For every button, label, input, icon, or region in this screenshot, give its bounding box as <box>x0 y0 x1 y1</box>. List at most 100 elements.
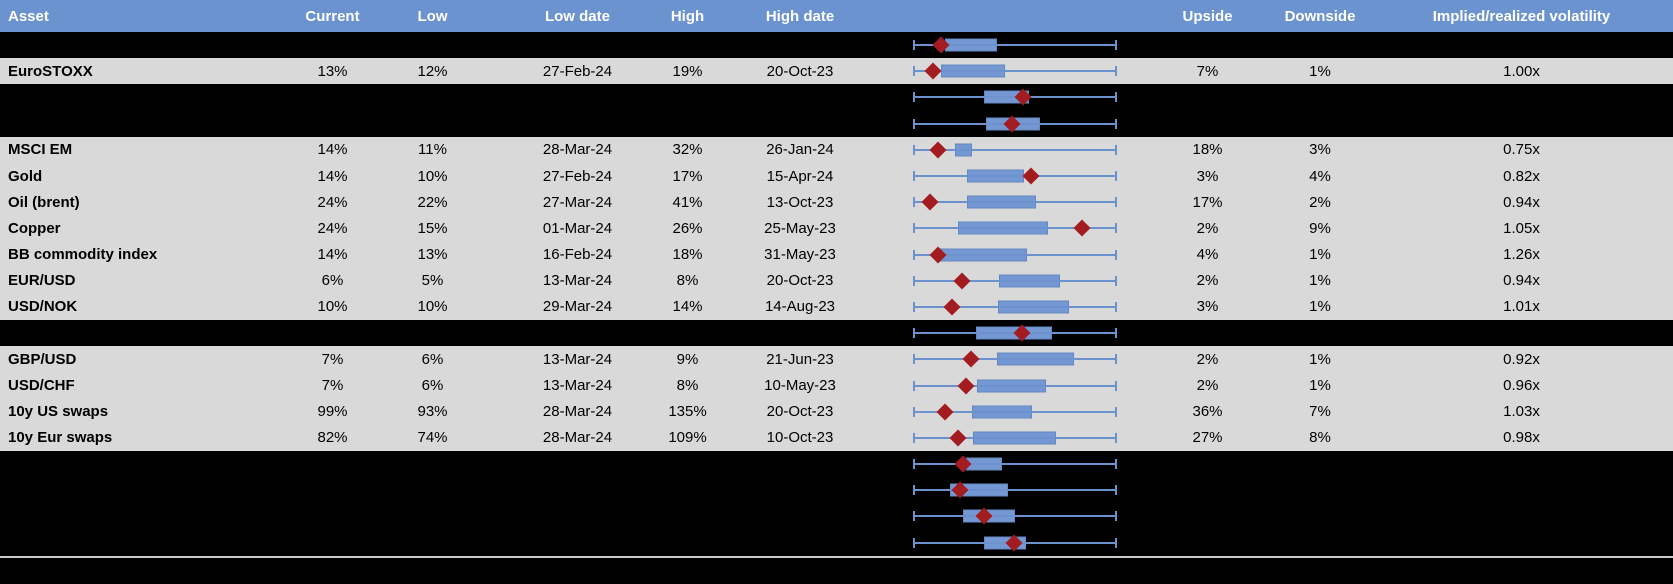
cell-implied-realized[interactable]: 1.05x <box>1503 219 1540 237</box>
cell-high[interactable]: 9% <box>676 350 699 368</box>
cell-low[interactable]: 74% <box>417 429 448 447</box>
cell-high-date[interactable]: 13-Oct-23 <box>766 193 834 211</box>
cell-high[interactable]: 41% <box>672 193 703 211</box>
cell-asset[interactable]: Copper <box>8 219 61 237</box>
cell-current[interactable]: 14% <box>317 167 348 185</box>
cell-low-date[interactable]: 28-Mar-24 <box>542 429 613 447</box>
cell-implied-realized[interactable]: 0.94x <box>1503 272 1540 290</box>
cell-upside[interactable]: 7% <box>1196 62 1219 80</box>
cell-implied-realized[interactable]: 0.82x <box>1503 167 1540 185</box>
cell-high-date[interactable]: 26-Jan-24 <box>766 141 834 159</box>
cell-boxplot[interactable] <box>885 503 1145 529</box>
cell-high[interactable]: 14% <box>672 298 703 316</box>
cell-boxplot[interactable] <box>885 32 1145 58</box>
cell-asset[interactable]: EuroSTOXX <box>8 62 93 80</box>
cell-asset[interactable]: 10y Eur swaps <box>8 429 113 447</box>
cell-upside[interactable]: 2% <box>1196 350 1219 368</box>
cell-low-date[interactable]: 28-Mar-24 <box>542 141 613 159</box>
cell-low[interactable]: 15% <box>417 219 448 237</box>
cell-current[interactable]: 14% <box>317 141 348 159</box>
cell-low[interactable]: 10% <box>417 167 448 185</box>
cell-low[interactable]: 13% <box>417 246 448 264</box>
cell-implied-realized[interactable]: 1.01x <box>1503 298 1540 316</box>
cell-high[interactable]: 19% <box>672 62 703 80</box>
cell-current[interactable]: 10% <box>317 298 348 316</box>
cell-upside[interactable]: 4% <box>1196 246 1219 264</box>
cell-current[interactable]: 7% <box>321 377 344 395</box>
cell-downside[interactable]: 4% <box>1309 167 1331 185</box>
cell-upside[interactable]: 3% <box>1196 298 1219 316</box>
cell-asset[interactable]: MSCI EM <box>8 141 73 159</box>
cell-current[interactable]: 99% <box>317 403 348 421</box>
cell-high-date[interactable]: 10-Oct-23 <box>766 429 834 447</box>
cell-boxplot[interactable] <box>885 242 1145 268</box>
cell-boxplot[interactable] <box>885 189 1145 215</box>
cell-low[interactable]: 12% <box>417 62 448 80</box>
cell-low-date[interactable]: 27-Feb-24 <box>542 62 613 80</box>
cell-downside[interactable]: 1% <box>1309 350 1331 368</box>
cell-asset[interactable]: Gold <box>8 167 43 185</box>
cell-high-date[interactable]: 25-May-23 <box>764 219 836 237</box>
cell-implied-realized[interactable]: 0.75x <box>1503 141 1540 159</box>
cell-implied-realized[interactable]: 0.98x <box>1503 429 1540 447</box>
cell-low-date[interactable]: 27-Feb-24 <box>542 167 613 185</box>
cell-downside[interactable]: 1% <box>1309 246 1331 264</box>
cell-boxplot[interactable] <box>885 530 1145 556</box>
cell-high-date[interactable]: 21-Jun-23 <box>766 350 834 368</box>
cell-implied-realized[interactable]: 0.94x <box>1503 193 1540 211</box>
cell-current[interactable]: 6% <box>321 272 344 290</box>
cell-downside[interactable]: 8% <box>1309 429 1331 447</box>
cell-boxplot[interactable] <box>885 58 1145 84</box>
cell-low-date[interactable]: 01-Mar-24 <box>542 219 613 237</box>
cell-boxplot[interactable] <box>885 372 1145 398</box>
cell-upside[interactable]: 2% <box>1196 219 1219 237</box>
cell-boxplot[interactable] <box>885 346 1145 372</box>
cell-high-date[interactable]: 20-Oct-23 <box>766 403 834 421</box>
cell-high-date[interactable]: 20-Oct-23 <box>766 272 834 290</box>
cell-implied-realized[interactable]: 1.00x <box>1503 62 1540 80</box>
cell-boxplot[interactable] <box>885 163 1145 189</box>
cell-low-date[interactable]: 13-Mar-24 <box>542 350 613 368</box>
cell-high-date[interactable]: 20-Oct-23 <box>766 62 834 80</box>
cell-high-date[interactable]: 15-Apr-24 <box>766 167 834 185</box>
cell-boxplot[interactable] <box>885 399 1145 425</box>
cell-low-date[interactable]: 28-Mar-24 <box>542 403 613 421</box>
cell-downside[interactable]: 1% <box>1309 377 1331 395</box>
cell-current[interactable]: 24% <box>317 193 348 211</box>
cell-asset[interactable]: 10y US swaps <box>8 403 109 421</box>
cell-low[interactable]: 5% <box>421 272 444 290</box>
cell-current[interactable]: 13% <box>317 62 348 80</box>
cell-low[interactable]: 11% <box>418 141 447 159</box>
cell-current[interactable]: 82% <box>317 429 348 447</box>
cell-low-date[interactable]: 29-Mar-24 <box>542 298 613 316</box>
cell-current[interactable]: 7% <box>321 350 344 368</box>
cell-upside[interactable]: 3% <box>1196 167 1219 185</box>
cell-downside[interactable]: 9% <box>1309 219 1331 237</box>
cell-downside[interactable]: 1% <box>1309 272 1331 290</box>
cell-upside[interactable]: 2% <box>1196 377 1219 395</box>
cell-upside[interactable]: 2% <box>1196 272 1219 290</box>
cell-implied-realized[interactable]: 1.26x <box>1503 246 1540 264</box>
cell-low-date[interactable]: 16-Feb-24 <box>542 246 613 264</box>
cell-downside[interactable]: 1% <box>1309 62 1331 80</box>
cell-boxplot[interactable] <box>885 477 1145 503</box>
cell-high[interactable]: 109% <box>668 429 707 447</box>
cell-high-date[interactable]: 31-May-23 <box>764 246 836 264</box>
cell-current[interactable]: 14% <box>317 246 348 264</box>
cell-boxplot[interactable] <box>885 137 1145 163</box>
cell-upside[interactable]: 17% <box>1192 193 1223 211</box>
cell-high-date[interactable]: 14-Aug-23 <box>764 298 836 316</box>
cell-high[interactable]: 17% <box>672 167 703 185</box>
cell-low-date[interactable]: 27-Mar-24 <box>542 193 613 211</box>
cell-asset[interactable]: Oil (brent) <box>8 193 80 211</box>
cell-implied-realized[interactable]: 1.03x <box>1503 403 1540 421</box>
cell-downside[interactable]: 1% <box>1309 298 1331 316</box>
cell-high[interactable]: 32% <box>672 141 703 159</box>
cell-low[interactable]: 6% <box>421 350 444 368</box>
cell-downside[interactable]: 3% <box>1309 141 1331 159</box>
cell-boxplot[interactable] <box>885 320 1145 346</box>
cell-upside[interactable]: 27% <box>1192 429 1223 447</box>
cell-boxplot[interactable] <box>885 268 1145 294</box>
cell-current[interactable]: 24% <box>317 219 348 237</box>
cell-implied-realized[interactable]: 0.96x <box>1503 377 1540 395</box>
